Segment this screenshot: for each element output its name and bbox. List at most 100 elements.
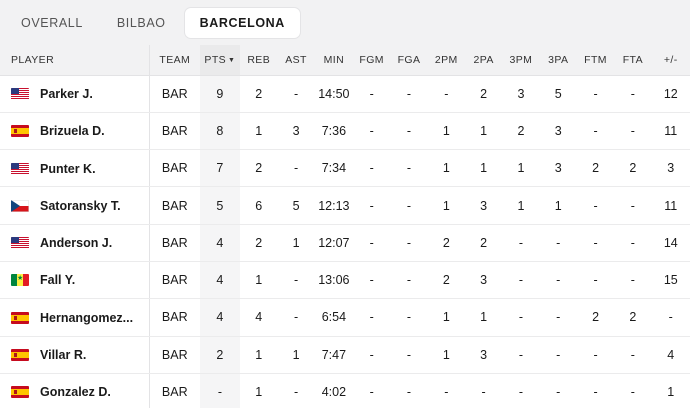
- table-row[interactable]: Hernangomez... BAR 4 4-6:54- -1 1- -2 2-: [0, 298, 690, 337]
- player-name-link[interactable]: Fall Y.: [40, 273, 76, 288]
- col-header-ftm[interactable]: FTM: [576, 45, 615, 76]
- stat-pm-cell: 12: [651, 75, 690, 113]
- stat-ast-cell: -: [277, 261, 315, 300]
- player-cell: Hernangomez...: [0, 298, 150, 337]
- stat-p3m-cell: 1: [502, 149, 540, 188]
- col-header-reb[interactable]: REB: [240, 45, 278, 76]
- stat-ftm-cell: -: [576, 186, 615, 225]
- col-header-ast[interactable]: AST: [277, 45, 315, 76]
- stat-team-cell: BAR: [149, 261, 200, 300]
- stat-min-cell: 14:50: [314, 75, 354, 113]
- stat-reb-cell: 6: [240, 186, 278, 225]
- col-header-2pm[interactable]: 2PM: [427, 45, 465, 76]
- stat-p2m-cell: 1: [427, 112, 465, 151]
- player-cell: Punter K.: [0, 149, 150, 188]
- stat-reb-cell: 2: [240, 149, 278, 188]
- stat-fgm-cell: -: [353, 224, 391, 262]
- col-header-3pm[interactable]: 3PM: [502, 45, 540, 76]
- stat-pm-cell: 15: [651, 261, 690, 300]
- stat-p3a-cell: 1: [539, 186, 577, 225]
- stat-reb-cell: 2: [240, 75, 278, 113]
- player-name-link[interactable]: Villar R.: [40, 348, 87, 363]
- player-cell: Gonzalez D.: [0, 373, 150, 408]
- stat-p2a-cell: -: [464, 373, 503, 408]
- stat-p2a-cell: 3: [464, 261, 503, 300]
- col-header-min[interactable]: MIN: [314, 45, 354, 76]
- stat-p3m-cell: 1: [502, 186, 540, 225]
- stat-p2m-cell: 1: [427, 336, 465, 374]
- stat-fga-cell: -: [390, 336, 428, 374]
- col-header-plus-minus[interactable]: +/-: [651, 45, 690, 76]
- stat-ast-cell: 1: [277, 224, 315, 262]
- spain-flag-icon: [11, 386, 29, 399]
- tab-bilbao[interactable]: BILBAO: [116, 15, 166, 30]
- col-header-fta[interactable]: FTA: [614, 45, 652, 76]
- stat-min-cell: 13:06: [314, 261, 354, 300]
- stat-p2m-cell: 2: [427, 261, 465, 300]
- stat-p2a-cell: 3: [464, 186, 503, 225]
- us-flag-icon: [11, 237, 29, 250]
- stat-fgm-cell: -: [353, 186, 391, 225]
- stat-fta-cell: -: [614, 186, 652, 225]
- col-header-fgm[interactable]: FGM: [353, 45, 391, 76]
- player-cell: Satoransky T.: [0, 186, 150, 225]
- table-row[interactable]: Satoransky T. BAR 5 6 5 12:13- -1 3 1 1- -11: [0, 186, 690, 225]
- stat-ftm-cell: -: [576, 224, 615, 262]
- spain-flag-icon: [11, 125, 29, 138]
- stat-team-cell: BAR: [149, 112, 200, 151]
- spain-flag-icon: [11, 349, 29, 362]
- col-header-player[interactable]: PLAYER: [0, 45, 150, 76]
- table-header-row: PLAYER TEAM PTS ▼ REB AST MIN FGM FGA 2PM…: [0, 45, 690, 76]
- stat-fgm-cell: -: [353, 373, 391, 408]
- table-row[interactable]: Villar R. BAR 2 1 1 7:47- -1 3- - - -4: [0, 336, 690, 374]
- col-header-fga[interactable]: FGA: [390, 45, 428, 76]
- tab-overall[interactable]: OVERALL: [21, 15, 83, 30]
- stat-reb-cell: 1: [240, 373, 278, 408]
- stat-min-cell: 7:36: [314, 112, 354, 151]
- stat-pm-cell: -: [651, 298, 690, 337]
- stat-ast-cell: -: [277, 373, 315, 408]
- table-row[interactable]: Anderson J. BAR 4 2 1 12:07- -2 2- - - -14: [0, 224, 690, 262]
- stat-fga-cell: -: [390, 298, 428, 337]
- col-header-pts[interactable]: PTS ▼: [199, 45, 241, 76]
- tab-barcelona[interactable]: BARCELONA: [184, 7, 300, 38]
- col-header-2pa[interactable]: 2PA: [464, 45, 503, 76]
- stat-fga-cell: -: [390, 112, 428, 151]
- table-row[interactable]: Brizuela D. BAR 8 1 3 7:36- -1 1 2 3- -11: [0, 112, 690, 151]
- player-name-link[interactable]: Satoransky T.: [40, 198, 121, 213]
- stat-fta-cell: -: [614, 336, 652, 374]
- stat-team-cell: BAR: [149, 186, 200, 225]
- stat-pm-cell: 14: [651, 224, 690, 262]
- stat-p2m-cell: 2: [427, 224, 465, 262]
- player-name-link[interactable]: Punter K.: [40, 161, 96, 176]
- stat-pts-cell: 2: [199, 336, 241, 374]
- stat-team-cell: BAR: [149, 149, 200, 188]
- stat-p2m-cell: 1: [427, 186, 465, 225]
- stat-p2m-cell: 1: [427, 149, 465, 188]
- stat-team-cell: BAR: [149, 373, 200, 408]
- player-name-link[interactable]: Hernangomez...: [40, 310, 134, 325]
- stat-p3m-cell: -: [502, 298, 540, 337]
- stat-pts-cell: 9: [199, 75, 241, 113]
- col-header-3pa[interactable]: 3PA: [539, 45, 577, 76]
- col-header-team[interactable]: TEAM: [149, 45, 200, 76]
- stat-p3a-cell: -: [539, 336, 577, 374]
- player-name-link[interactable]: Gonzalez D.: [40, 385, 111, 400]
- stat-fgm-cell: -: [353, 298, 391, 337]
- player-name-link[interactable]: Anderson J.: [40, 236, 113, 251]
- stat-p3a-cell: 3: [539, 149, 577, 188]
- us-flag-icon: [11, 88, 29, 100]
- table-row[interactable]: Parker J. BAR 9 2-14:50- - -2 3 5- -12: [0, 75, 690, 113]
- stat-team-cell: BAR: [149, 298, 200, 337]
- player-name-link[interactable]: Brizuela D.: [40, 124, 105, 139]
- stat-p3m-cell: 3: [502, 75, 540, 113]
- table-row[interactable]: Gonzalez D. BAR -1-4:02- - - - - - - -1: [0, 373, 690, 408]
- stat-min-cell: 12:13: [314, 186, 354, 225]
- player-name-link[interactable]: Parker J.: [40, 87, 93, 101]
- stat-p2a-cell: 2: [464, 75, 503, 113]
- col-header-pts-label: PTS: [204, 53, 227, 66]
- stat-team-cell: BAR: [149, 75, 200, 113]
- stat-pts-cell: 7: [199, 149, 241, 188]
- table-row[interactable]: Punter K. BAR 7 2-7:34- -1 1 1 3 2 2 3: [0, 149, 690, 188]
